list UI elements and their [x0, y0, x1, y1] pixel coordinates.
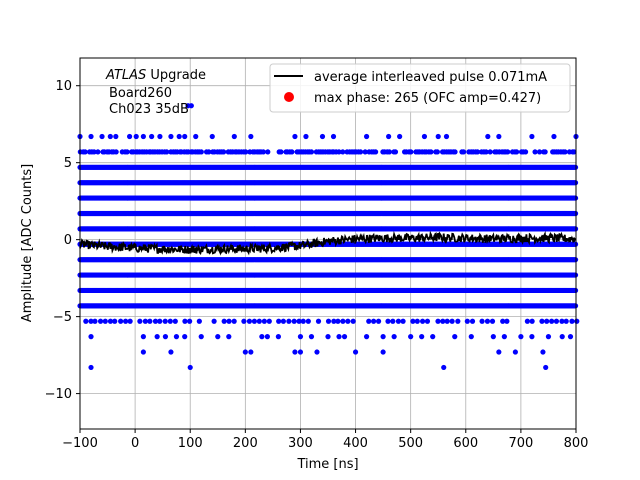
scatter-point: [336, 149, 342, 155]
scatter-point: [452, 149, 458, 155]
scatter-point: [292, 133, 298, 140]
scatter-point: [496, 133, 502, 140]
scatter-point: [514, 149, 520, 155]
scatter-point: [408, 149, 414, 155]
scatter-point: [289, 149, 295, 155]
scatter-point: [133, 133, 139, 140]
scatter-point: [319, 133, 326, 140]
scatter-point: [168, 133, 174, 140]
scatter-point: [392, 149, 399, 155]
scatter-point: [82, 149, 88, 155]
scatter-point: [363, 133, 370, 140]
scatter-point: [243, 149, 249, 155]
scatter-point: [434, 149, 440, 155]
scatter-point: [562, 149, 568, 155]
scatter-point: [542, 149, 548, 155]
scatter-point: [95, 149, 101, 155]
scatter-point: [474, 149, 481, 155]
scatter-point: [386, 149, 392, 155]
scatter-point: [428, 149, 434, 155]
scatter-point: [278, 149, 284, 155]
scatter-point: [571, 149, 577, 155]
scatter-point: [340, 149, 346, 155]
scatter-point: [182, 133, 188, 140]
scatter-point: [386, 133, 392, 140]
scatter-point: [308, 149, 315, 155]
scatter-point: [176, 133, 182, 140]
scatter-point: [485, 133, 491, 140]
scatter-point: [157, 133, 163, 140]
scatter-point: [421, 133, 428, 140]
scatter-point: [397, 133, 403, 140]
scatter-point: [107, 133, 113, 140]
scatter-point: [536, 149, 543, 155]
scatter-point: [483, 149, 489, 155]
scatter-point: [505, 149, 511, 155]
scatter-point: [460, 149, 467, 155]
scatter-point: [435, 133, 441, 140]
scatter-point: [532, 149, 538, 155]
scatter-point: [140, 133, 146, 140]
scatter-point: [91, 149, 97, 155]
scatter-point: [164, 149, 170, 155]
scatter-point: [188, 103, 194, 109]
scatter-point: [127, 133, 133, 140]
scatter-point: [362, 149, 368, 155]
scatter-point: [198, 149, 204, 155]
scatter-point: [193, 133, 199, 140]
scatter-point: [443, 133, 450, 140]
scatter-point: [124, 149, 130, 155]
scatter-point: [149, 133, 155, 140]
scatter-point: [551, 133, 557, 140]
scatter-point: [265, 149, 271, 155]
scatter-point: [206, 149, 212, 155]
scatter-point: [113, 149, 119, 155]
scatter-point: [221, 149, 227, 155]
scatter-point: [330, 133, 337, 140]
scatter-point: [303, 133, 309, 140]
scatter-point: [113, 133, 119, 140]
scatter-point: [248, 133, 254, 140]
scatter-point: [487, 149, 493, 155]
scatter-point: [357, 149, 364, 155]
scatter-point: [260, 149, 266, 155]
scatter-point: [231, 133, 237, 140]
scatter-point: [88, 133, 94, 140]
scatter-point: [209, 133, 215, 140]
scatter-point: [373, 149, 379, 155]
scatter-series: [77, 103, 580, 371]
scatter-point: [522, 149, 529, 155]
scatter-point: [529, 133, 535, 140]
scatter-point: [99, 133, 105, 140]
